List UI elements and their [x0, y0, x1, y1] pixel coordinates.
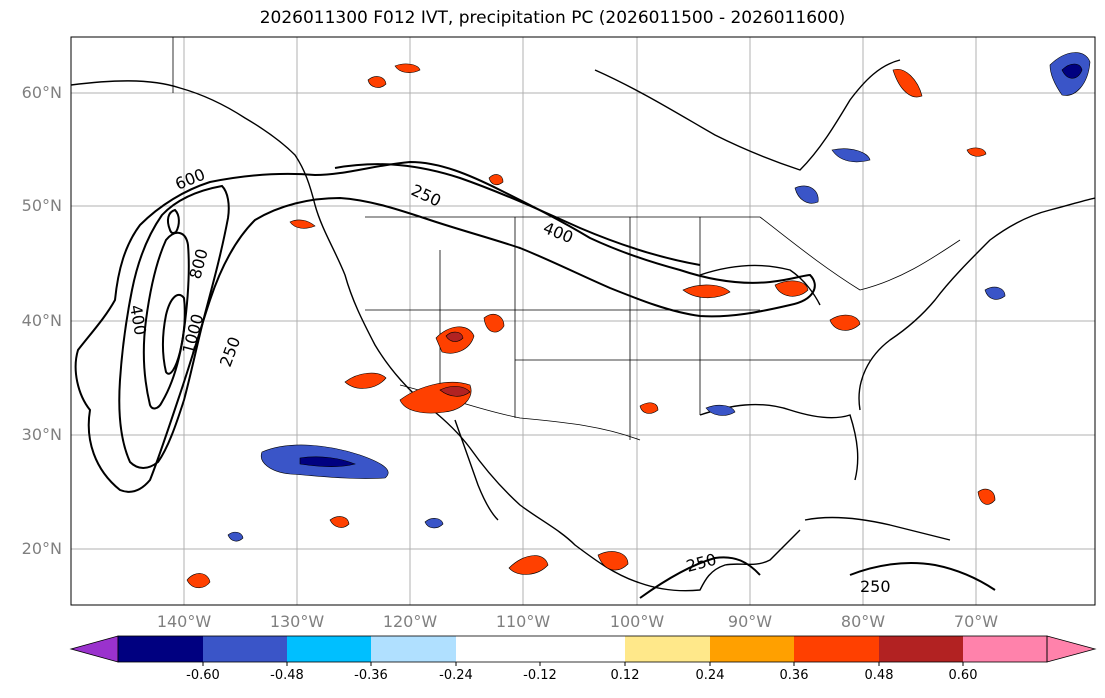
colorbar-tick-label: -0.60: [186, 668, 220, 683]
colorbar-tick-label: 0.24: [695, 668, 725, 683]
lat-label: 60°N: [21, 83, 62, 102]
lon-label: 130°W: [269, 612, 325, 631]
colorbar-tick-label: 0.12: [610, 668, 640, 683]
colorbar-tick-label: -0.24: [439, 668, 473, 683]
lon-label: 90°W: [727, 612, 773, 631]
colorbar-bin: [879, 636, 963, 662]
colorbar-bin: [118, 636, 203, 662]
colorbar-bin: [456, 636, 625, 662]
colorbar-bin: [963, 636, 1047, 662]
map-frame: [70, 36, 1096, 606]
precip-shading: [186, 52, 1091, 589]
map-title: 2026011300 F012 IVT, precipitation PC (2…: [259, 8, 846, 28]
colorbar-bin: [625, 636, 710, 662]
lon-label: 140°W: [156, 612, 212, 631]
lon-label: 80°W: [840, 612, 886, 631]
colorbar-tick-label: -0.36: [354, 668, 388, 683]
colorbar-tick-label: -0.48: [270, 668, 304, 683]
ivt-contours: [74, 160, 996, 599]
lat-label: 50°N: [21, 196, 62, 215]
lon-label: 100°W: [609, 612, 665, 631]
coastlines: [71, 59, 1095, 592]
colorbar-frame: [117, 635, 1048, 663]
colorbar-tick-label: 0.60: [948, 668, 978, 683]
lat-label: 30°N: [21, 425, 62, 444]
colorbar-bin: [371, 636, 456, 662]
lon-label: 70°W: [953, 612, 999, 631]
colorbar-extend-low: [69, 635, 119, 663]
colorbar-extend-high: [1046, 635, 1097, 663]
colorbar-bin: [794, 636, 879, 662]
colorbar-tick-label: 0.48: [864, 668, 894, 683]
colorbar-bin: [203, 636, 287, 662]
colorbar: [69, 635, 1097, 666]
lat-label: 40°N: [21, 311, 62, 330]
colorbar-tick-label: 0.36: [779, 668, 809, 683]
lon-label: 120°W: [382, 612, 438, 631]
ivt-contour-label: 250: [860, 577, 891, 596]
colorbar-tick-label: -0.12: [523, 668, 557, 683]
lon-label: 110°W: [495, 612, 551, 631]
colorbar-bin: [710, 636, 794, 662]
colorbar-bin: [287, 636, 371, 662]
lat-label: 20°N: [21, 539, 62, 558]
